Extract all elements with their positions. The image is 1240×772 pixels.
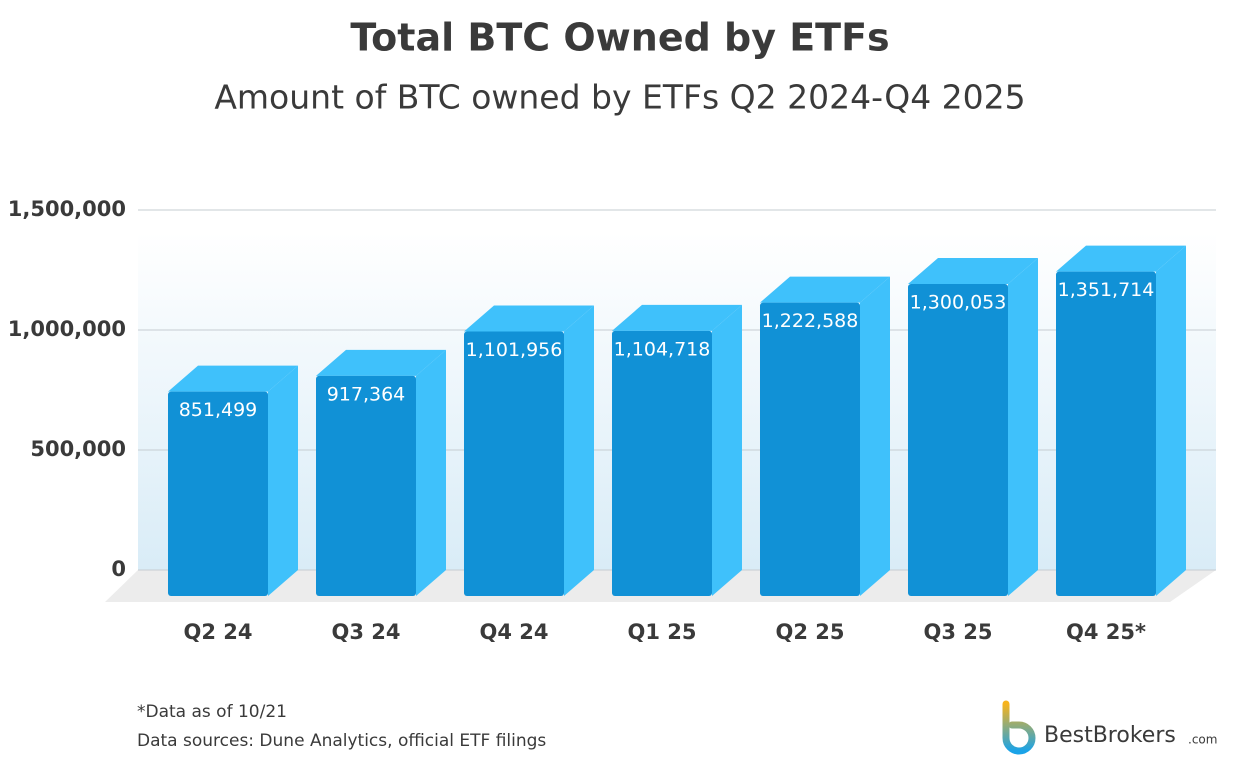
y-tick-label: 1,000,000 (8, 317, 126, 341)
value-label: 1,104,718 (614, 338, 711, 360)
bar-side (860, 276, 890, 596)
logo: BestBrokers .com (1002, 700, 1217, 755)
x-tick-label: Q4 25* (1066, 620, 1146, 644)
bar-side (564, 305, 594, 596)
x-tick-label: Q2 24 (184, 620, 253, 644)
bar (464, 331, 564, 596)
bar-top (908, 257, 1038, 284)
bar-side (268, 365, 298, 596)
y-tick-label: 0 (111, 557, 126, 581)
bar (316, 375, 416, 596)
value-label: 1,222,588 (762, 310, 859, 332)
bar-top (612, 304, 742, 331)
bar-top (760, 276, 890, 303)
chart-subtitle: Amount of BTC owned by ETFs Q2 2024-Q4 2… (214, 78, 1025, 117)
chart-title: Total BTC Owned by ETFs (350, 16, 889, 60)
bar (760, 302, 860, 596)
bar-top (168, 365, 298, 392)
y-tick-label: 500,000 (30, 437, 126, 461)
value-label: 1,351,714 (1058, 279, 1155, 301)
bar-side (1008, 257, 1038, 596)
bar-side (1156, 245, 1186, 597)
x-tick-label: Q1 25 (628, 620, 697, 644)
source-note: Data sources: Dune Analytics, official E… (137, 731, 546, 751)
bar (612, 330, 712, 596)
brand-suffix: .com (1188, 733, 1217, 747)
bar-side (712, 304, 742, 596)
value-label: 851,499 (179, 399, 258, 421)
bar-side (416, 349, 446, 596)
bar (1056, 271, 1156, 596)
brand-name: BestBrokers (1044, 723, 1176, 748)
logo-icon (1002, 700, 1036, 755)
bar (908, 283, 1008, 596)
value-label: 917,364 (327, 383, 406, 405)
bar (168, 391, 268, 596)
x-tick-label: Q4 24 (480, 620, 549, 644)
value-label: 1,300,053 (910, 291, 1007, 313)
x-tick-label: Q3 25 (924, 620, 993, 644)
x-tick-label: Q3 24 (332, 620, 401, 644)
x-tick-label: Q2 25 (776, 620, 845, 644)
footnote: *Data as of 10/21 (137, 702, 287, 722)
y-tick-label: 1,500,000 (8, 197, 126, 221)
bar-top (316, 349, 446, 376)
value-label: 1,101,956 (466, 339, 563, 361)
bar-top (464, 305, 594, 332)
bar-top (1056, 245, 1186, 272)
